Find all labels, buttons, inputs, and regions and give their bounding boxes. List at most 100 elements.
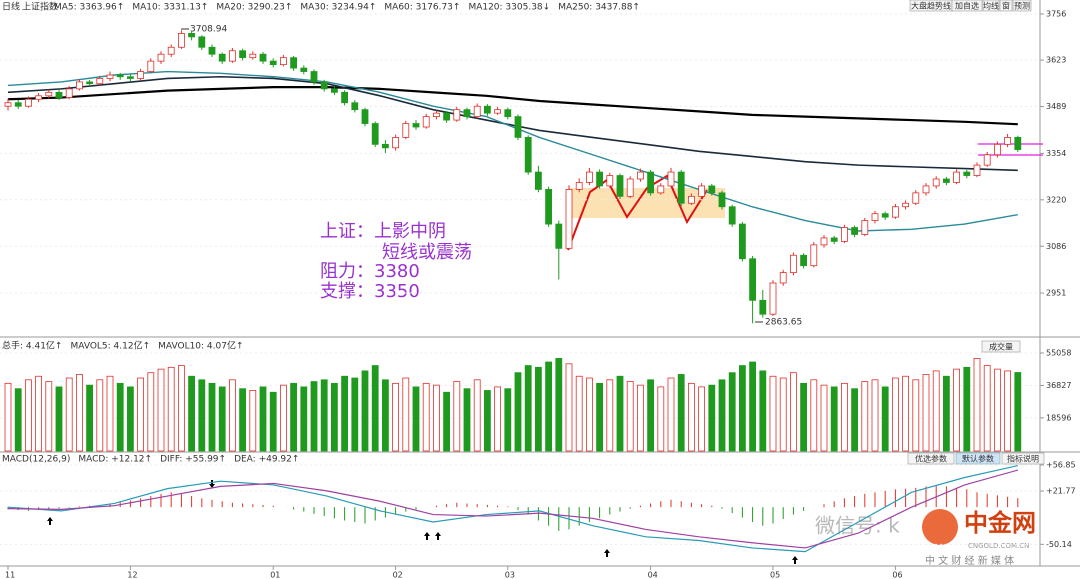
volume-bar [963, 366, 971, 452]
candle-body [1004, 137, 1011, 145]
candle-body [310, 71, 318, 83]
annotation: 2863.65 [765, 318, 802, 328]
y-tick-label: 55058 [1046, 349, 1071, 358]
volume-bar [127, 386, 134, 452]
candle-body [616, 175, 624, 197]
candle-body [1014, 137, 1022, 150]
ma-legend: MA5: 3363.96↑ MA10: 3331.13↑ MA20: 3290.23… [54, 3, 640, 13]
ma-line [7, 469, 1018, 549]
candle-body [973, 164, 981, 176]
ma-line [7, 86, 1018, 126]
candle-body [851, 227, 858, 235]
button [981, 340, 1021, 353]
candle-body [586, 171, 593, 183]
volume-bar [871, 379, 879, 452]
candle-body [637, 171, 644, 180]
candle-body [902, 202, 909, 208]
candle-body [626, 178, 634, 197]
candle-body [259, 53, 267, 62]
candle-body [820, 237, 828, 246]
volume-bar [606, 379, 614, 452]
y-tick-label: 3086 [1046, 242, 1066, 251]
volume-bar [463, 388, 471, 452]
candle-body [953, 171, 960, 183]
button-label: 成交量 [989, 342, 1013, 352]
header-item: MA60: 3176.73↑ [384, 3, 460, 13]
volume-bar [432, 384, 440, 452]
candle-body [45, 91, 53, 97]
volume-bar [555, 358, 563, 452]
volume-bar [330, 382, 338, 452]
button-label: 大盘趋势线 [911, 1, 951, 11]
volume-bar [381, 379, 389, 452]
volume-bar [361, 370, 369, 452]
y-tick-label: 3756 [1046, 9, 1066, 18]
period: 日线 [2, 1, 20, 13]
candle-body [677, 171, 685, 204]
candle-body [494, 109, 502, 114]
ma-line [7, 75, 1018, 172]
header-item: MA10: 3331.13↑ [132, 3, 208, 13]
volume-bar [76, 374, 83, 452]
volume-bar [106, 375, 114, 452]
candle-body [137, 71, 145, 79]
candle-body [167, 46, 175, 55]
watermark: 中金网 [964, 509, 1036, 537]
y-tick-label: 3623 [1046, 56, 1066, 65]
candle-body [14, 102, 22, 107]
candle-body [830, 237, 838, 242]
candle-body [688, 195, 695, 204]
volume-bar [953, 368, 960, 452]
candle-body [708, 185, 716, 194]
candle-body [127, 76, 134, 79]
candle-body [177, 33, 185, 48]
candle-body [912, 192, 920, 204]
candle-body [218, 53, 226, 62]
candle-body [739, 223, 746, 260]
comment: 上证：上影中阴 [320, 221, 446, 242]
volume-bar [1004, 370, 1011, 452]
volume-bar [575, 375, 583, 452]
x-tick-label: 01 [270, 571, 280, 579]
volume-bar [320, 379, 328, 452]
candle-body [698, 185, 705, 197]
candle-body [24, 98, 32, 107]
arrow-up [424, 532, 430, 540]
volume-bar [647, 379, 654, 452]
volume-bar [983, 365, 991, 452]
volume-bar [698, 386, 705, 452]
ma-line [7, 465, 1018, 553]
volume-bar [279, 384, 287, 452]
candle-body [922, 185, 930, 194]
volume-bar [616, 375, 624, 452]
volume-bar [422, 382, 430, 452]
arrow-up [435, 532, 441, 540]
x-tick-label: 06 [892, 571, 902, 579]
volume-bar [218, 386, 226, 452]
volume-bar [453, 381, 461, 452]
volume-bar [188, 375, 196, 452]
x-tick-label: 05 [770, 571, 780, 579]
candle-body [341, 91, 349, 104]
candle-body [514, 116, 522, 138]
volume-bar [708, 384, 716, 452]
candle-body [667, 171, 675, 187]
candle-body [810, 244, 818, 267]
volume-bar [718, 379, 726, 452]
y-tick-label: 3489 [1046, 102, 1066, 111]
candle-body [351, 102, 359, 111]
candle-body [392, 137, 400, 149]
button-label: 窗 [1002, 1, 1010, 11]
arrow-up [604, 549, 610, 557]
watermark-logo [922, 509, 958, 545]
volume-bar [300, 386, 308, 452]
header-item: MACD: +12.12↑ [78, 455, 152, 465]
candle-body [208, 46, 216, 55]
header-item: DEA: +49.92↑ [234, 455, 299, 465]
volume-bar [524, 365, 532, 452]
watermark: CNGOLD.COM.CN [968, 542, 1029, 550]
candle-body [575, 182, 583, 190]
volume-bar [545, 361, 552, 452]
volume-bar [922, 374, 930, 452]
